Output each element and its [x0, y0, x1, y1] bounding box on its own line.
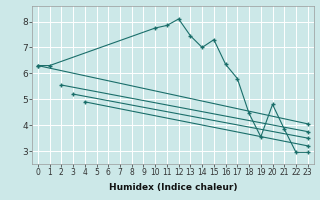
X-axis label: Humidex (Indice chaleur): Humidex (Indice chaleur): [108, 183, 237, 192]
